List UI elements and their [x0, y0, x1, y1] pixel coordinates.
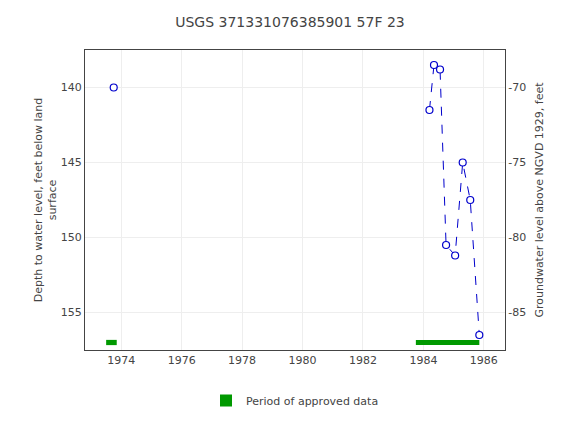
svg-text:150: 150 [61, 231, 82, 244]
svg-text:1984: 1984 [409, 354, 437, 367]
svg-text:Groundwater level above NGVD 1: Groundwater level above NGVD 1929, feet [533, 82, 546, 318]
svg-text:-70: -70 [508, 81, 526, 94]
svg-text:1974: 1974 [107, 354, 135, 367]
svg-text:155: 155 [61, 306, 82, 319]
svg-text:USGS 371331076385901 57F 23: USGS 371331076385901 57F 23 [175, 14, 405, 30]
svg-text:140: 140 [61, 81, 82, 94]
svg-text:1982: 1982 [349, 354, 377, 367]
svg-text:Period of approved data: Period of approved data [246, 395, 378, 408]
svg-text:-80: -80 [508, 231, 526, 244]
svg-text:-75: -75 [508, 156, 526, 169]
svg-text:145: 145 [61, 156, 82, 169]
svg-text:1978: 1978 [228, 354, 256, 367]
svg-text:-85: -85 [508, 306, 526, 319]
svg-text:1976: 1976 [168, 354, 196, 367]
svg-text:Depth to water level, feet bel: Depth to water level, feet below landsur… [32, 98, 59, 303]
svg-text:1980: 1980 [289, 354, 317, 367]
svg-text:1986: 1986 [470, 354, 498, 367]
